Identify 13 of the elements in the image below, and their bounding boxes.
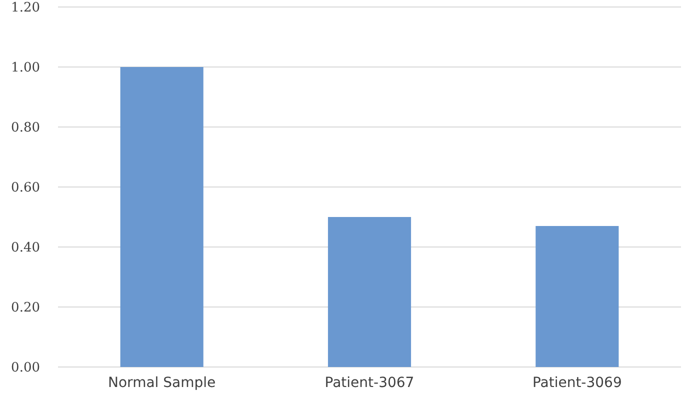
y-tick-label: 0.20 <box>11 300 40 316</box>
bar <box>120 67 204 367</box>
y-tick-label: 1.00 <box>11 60 40 76</box>
bar <box>328 217 412 367</box>
y-tick-label: 0.40 <box>11 240 40 256</box>
bar <box>536 226 619 367</box>
x-tick-label: Patient-3067 <box>324 375 414 391</box>
y-tick-label: 0.80 <box>11 120 40 136</box>
x-tick-label: Normal Sample <box>108 375 216 391</box>
y-tick-label: 0.60 <box>11 180 40 196</box>
y-tick-label: 1.20 <box>11 0 40 16</box>
x-tick-label: Patient-3069 <box>532 375 622 391</box>
y-tick-label: 0.00 <box>11 360 40 376</box>
